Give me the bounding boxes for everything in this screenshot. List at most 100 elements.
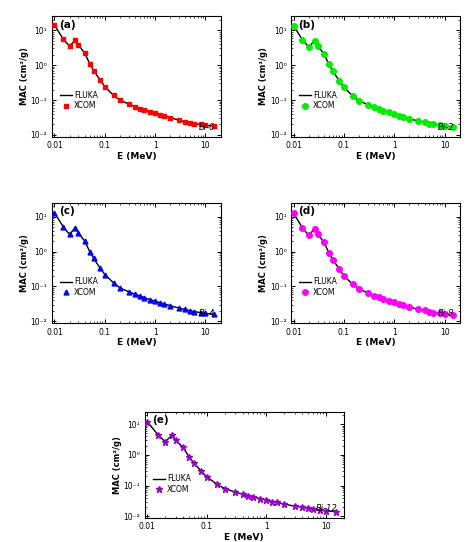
XCOM: [152, 110, 158, 117]
FLUKA: [451, 312, 456, 319]
XCOM: [387, 109, 392, 116]
XCOM: [291, 22, 296, 29]
XCOM: [176, 117, 182, 124]
XCOM: [258, 495, 264, 502]
FLUKA: [386, 109, 392, 115]
XCOM: [356, 98, 362, 104]
XCOM: [147, 296, 153, 303]
XCOM: [147, 108, 153, 115]
XCOM: [372, 104, 377, 111]
XCOM: [82, 50, 88, 56]
FLUKA: [211, 311, 217, 318]
XCOM: [198, 309, 203, 316]
XCOM: [246, 493, 251, 499]
XCOM: [202, 310, 208, 317]
XCOM: [182, 118, 188, 125]
Y-axis label: MAC (cm²/g): MAC (cm²/g): [20, 234, 29, 292]
Text: (d): (d): [298, 207, 315, 216]
XCOM: [67, 43, 73, 49]
FLUKA: [138, 293, 144, 300]
XCOM: [157, 300, 163, 306]
FLUKA: [368, 102, 374, 109]
XCOM: [182, 306, 188, 313]
XCOM: [310, 506, 315, 512]
XCOM: [180, 444, 186, 450]
Line: FLUKA: FLUKA: [147, 422, 336, 512]
FLUKA: [52, 22, 57, 28]
XCOM: [198, 121, 203, 128]
XCOM: [442, 311, 447, 318]
FLUKA: [422, 307, 428, 313]
XCOM: [161, 113, 167, 119]
XCOM: [176, 305, 182, 312]
FLUKA: [128, 101, 133, 108]
XCOM: [97, 76, 103, 83]
Text: Bi-4: Bi-4: [199, 309, 216, 318]
XCOM: [387, 298, 392, 304]
Y-axis label: MAC (cm²/g): MAC (cm²/g): [259, 234, 268, 292]
XCOM: [422, 307, 428, 313]
XCOM: [145, 418, 150, 425]
XCOM: [451, 124, 456, 130]
XCOM: [132, 104, 138, 110]
XCOM: [167, 302, 173, 309]
Line: XCOM: XCOM: [52, 23, 217, 128]
XCOM: [305, 505, 310, 512]
XCOM: [380, 296, 386, 302]
XCOM: [52, 22, 57, 28]
XCOM: [161, 300, 167, 307]
XCOM: [315, 42, 320, 49]
XCOM: [137, 293, 143, 299]
FLUKA: [182, 119, 188, 125]
XCOM: [350, 93, 356, 99]
XCOM: [67, 231, 73, 237]
XCOM: [211, 123, 217, 130]
XCOM: [422, 119, 428, 126]
FLUKA: [451, 124, 456, 130]
Text: Bi-2: Bi-2: [438, 122, 455, 132]
XCOM: [137, 105, 143, 112]
XCOM: [376, 106, 382, 112]
XCOM: [299, 504, 305, 510]
XCOM: [141, 294, 147, 301]
Legend: FLUKA, XCOM: FLUKA, XCOM: [59, 276, 99, 298]
FLUKA: [333, 508, 339, 515]
FLUKA: [291, 22, 296, 29]
XCOM: [430, 121, 436, 128]
XCOM: [336, 266, 342, 272]
FLUKA: [367, 291, 373, 297]
XCOM: [336, 78, 342, 84]
XCOM: [451, 312, 456, 319]
XCOM: [191, 308, 197, 315]
FLUKA: [368, 291, 374, 298]
XCOM: [282, 501, 287, 507]
XCOM: [401, 114, 406, 120]
XCOM: [317, 507, 323, 513]
Legend: FLUKA, XCOM: FLUKA, XCOM: [152, 474, 191, 495]
XCOM: [76, 42, 82, 48]
FLUKA: [208, 311, 213, 317]
XCOM: [126, 289, 132, 295]
XCOM: [330, 68, 336, 74]
XCOM: [152, 298, 158, 305]
XCOM: [365, 101, 371, 108]
XCOM: [312, 37, 318, 44]
XCOM: [380, 107, 386, 114]
Line: XCOM: XCOM: [144, 418, 339, 515]
FLUKA: [234, 489, 240, 496]
XCOM: [401, 301, 406, 308]
Y-axis label: MAC (cm²/g): MAC (cm²/g): [259, 48, 268, 105]
FLUKA: [52, 209, 57, 216]
Text: (b): (b): [298, 20, 315, 30]
FLUKA: [367, 102, 373, 109]
XCOM: [396, 300, 402, 307]
FLUKA: [128, 289, 133, 296]
XCOM: [187, 120, 193, 126]
XCOM: [330, 256, 336, 263]
XCOM: [187, 308, 193, 314]
FLUKA: [291, 210, 296, 216]
XCOM: [73, 37, 78, 43]
FLUKA: [422, 119, 428, 126]
XCOM: [61, 36, 66, 42]
XCOM: [427, 120, 432, 127]
